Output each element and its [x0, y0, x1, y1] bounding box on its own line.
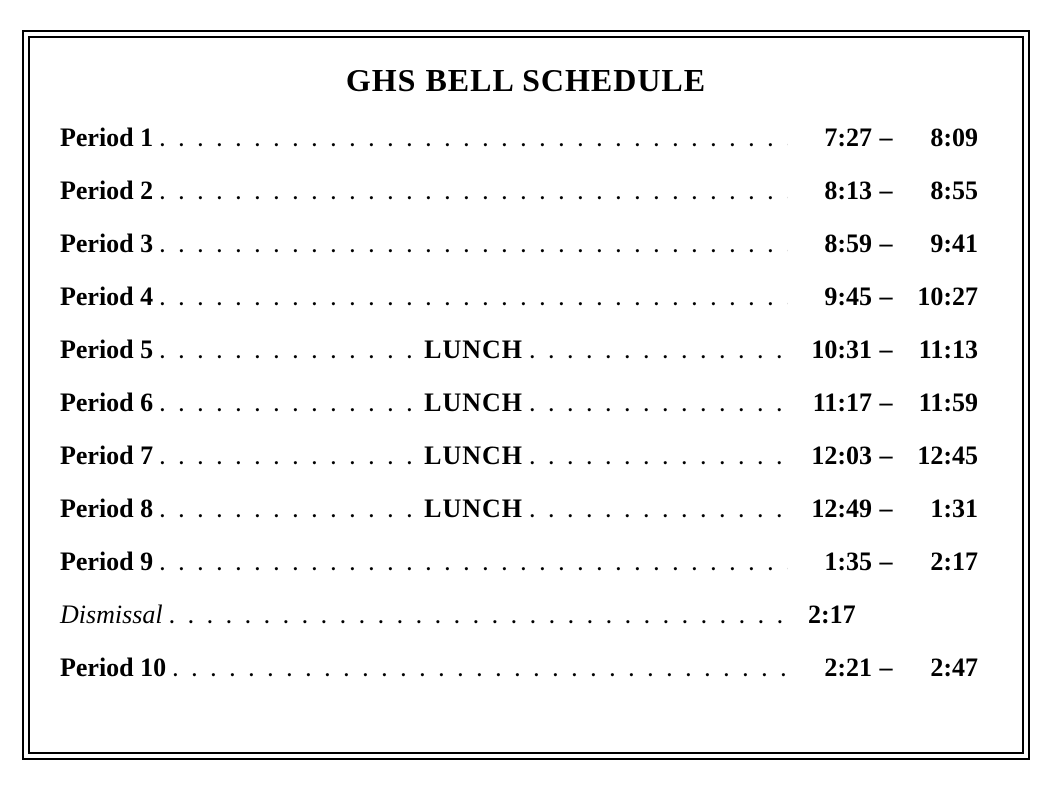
- dot-leader: [159, 496, 418, 522]
- dot-leader: [159, 284, 788, 310]
- time-end: 2:17: [900, 549, 978, 575]
- time-range: 8:59–9:41: [794, 231, 992, 257]
- lunch-label: LUNCH: [424, 337, 523, 363]
- dot-leader: [529, 337, 788, 363]
- dot-leader: [159, 231, 788, 257]
- lunch-label: LUNCH: [424, 443, 523, 469]
- schedule-row: Period 1 7:27–8:09: [60, 125, 992, 151]
- time-start: 10:31: [794, 337, 872, 363]
- time-start: 9:45: [794, 284, 872, 310]
- period-label: Period 3: [60, 231, 153, 257]
- schedule-row: Dismissal 2:17: [60, 602, 992, 628]
- time-end: 11:59: [900, 390, 978, 416]
- schedule-row: Period 9 1:35–2:17: [60, 549, 992, 575]
- time-dash: –: [872, 655, 900, 681]
- time-range: 1:35–2:17: [794, 549, 992, 575]
- period-label: Period 2: [60, 178, 153, 204]
- time-start: 8:59: [794, 231, 872, 257]
- period-label: Period 5: [60, 337, 153, 363]
- period-label: Period 1: [60, 125, 153, 151]
- dot-leader: [159, 178, 788, 204]
- outer-border: GHS BELL SCHEDULE Period 17:27–8:09Perio…: [22, 30, 1030, 760]
- time-start: 12:03: [794, 443, 872, 469]
- schedule-row: Period 10 2:21–2:47: [60, 655, 992, 681]
- time-dash: –: [872, 337, 900, 363]
- time-end: 8:55: [900, 178, 978, 204]
- time-start: 7:27: [794, 125, 872, 151]
- time-dash: –: [872, 125, 900, 151]
- time-dash: –: [872, 284, 900, 310]
- dot-leader: [159, 125, 788, 151]
- period-label: Period 7: [60, 443, 153, 469]
- dot-leader: [172, 655, 788, 681]
- time-range: 10:31–11:13: [794, 337, 992, 363]
- schedule-row: Period 8 LUNCH 12:49–1:31: [60, 496, 992, 522]
- dot-leader: [529, 443, 788, 469]
- time-dash: –: [872, 496, 900, 522]
- time-dash: –: [872, 390, 900, 416]
- time-dash: –: [872, 549, 900, 575]
- time-start: 11:17: [794, 390, 872, 416]
- period-label: Period 10: [60, 655, 166, 681]
- time-end: 8:09: [900, 125, 978, 151]
- time-end: 1:31: [900, 496, 978, 522]
- schedule-row: Period 4 9:45–10:27: [60, 284, 992, 310]
- period-label: Period 9: [60, 549, 153, 575]
- dot-leader: [159, 549, 788, 575]
- time-range: 9:45–10:27: [794, 284, 992, 310]
- time-dash: –: [872, 178, 900, 204]
- period-label: Period 4: [60, 284, 153, 310]
- lunch-label: LUNCH: [424, 496, 523, 522]
- time-end: 11:13: [900, 337, 978, 363]
- time-start: 12:49: [794, 496, 872, 522]
- period-label: Period 6: [60, 390, 153, 416]
- time-range: 11:17–11:59: [794, 390, 992, 416]
- inner-border: GHS BELL SCHEDULE Period 17:27–8:09Perio…: [28, 36, 1024, 754]
- time-start: 1:35: [794, 549, 872, 575]
- dot-leader: [159, 390, 418, 416]
- time-dash: –: [872, 231, 900, 257]
- schedule-row: Period 5 LUNCH 10:31–11:13: [60, 337, 992, 363]
- lunch-label: LUNCH: [424, 390, 523, 416]
- schedule-row: Period 6 LUNCH 11:17–11:59: [60, 390, 992, 416]
- period-label: Dismissal: [60, 602, 163, 628]
- dot-leader: [529, 390, 788, 416]
- page: GHS BELL SCHEDULE Period 17:27–8:09Perio…: [0, 0, 1052, 800]
- dot-leader: [159, 443, 418, 469]
- dot-leader: [529, 496, 788, 522]
- schedule-row: Period 2 8:13–8:55: [60, 178, 992, 204]
- time-end: 12:45: [900, 443, 978, 469]
- schedule-title: GHS BELL SCHEDULE: [60, 62, 992, 99]
- time-dash: –: [872, 443, 900, 469]
- time-range: 8:13–8:55: [794, 178, 992, 204]
- period-label: Period 8: [60, 496, 153, 522]
- dot-leader: [169, 602, 784, 628]
- schedule-row: Period 7 LUNCH 12:03–12:45: [60, 443, 992, 469]
- time-end: 10:27: [900, 284, 978, 310]
- time-end: 9:41: [900, 231, 978, 257]
- dot-leader: [159, 337, 418, 363]
- time-end: 2:47: [900, 655, 978, 681]
- time-range: 12:03–12:45: [794, 443, 992, 469]
- time-start: 2:17: [790, 602, 992, 628]
- time-start: 8:13: [794, 178, 872, 204]
- time-range: 7:27–8:09: [794, 125, 992, 151]
- schedule-rows: Period 17:27–8:09Period 28:13–8:55Period…: [60, 125, 992, 681]
- time-start: 2:21: [794, 655, 872, 681]
- time-range: 2:17: [790, 602, 992, 628]
- schedule-row: Period 3 8:59–9:41: [60, 231, 992, 257]
- time-range: 2:21–2:47: [794, 655, 992, 681]
- time-range: 12:49–1:31: [794, 496, 992, 522]
